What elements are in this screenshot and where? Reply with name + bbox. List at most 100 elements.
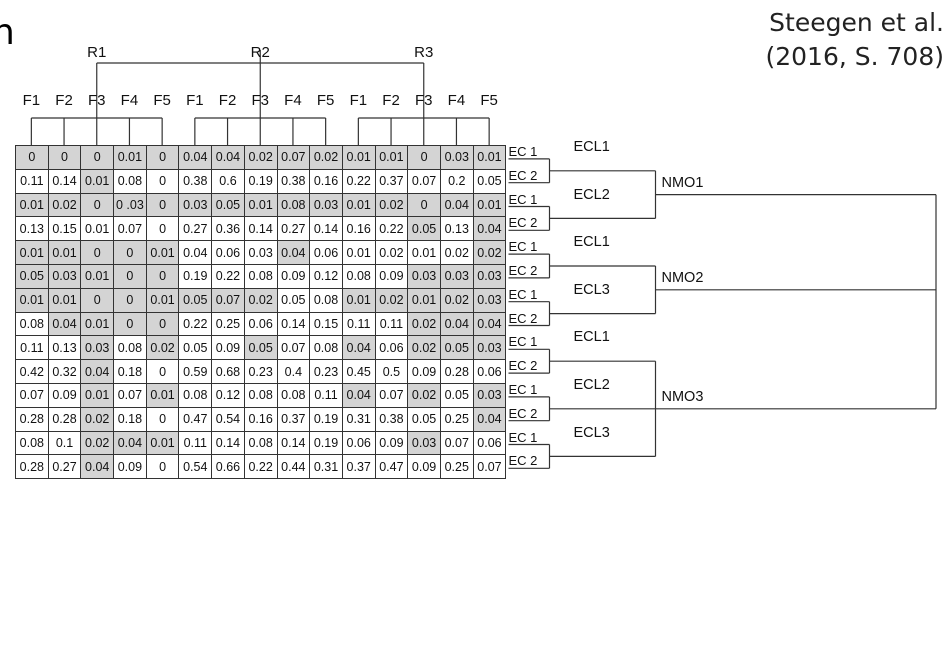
table-cell: 0.18 [113,359,147,384]
table-cell: 0.02 [374,287,409,313]
table-cell: 0.5 [374,359,409,384]
ec-label: EC 1 [508,191,538,207]
table-cell: 0.22 [243,454,278,480]
ec-label: EC 1 [508,334,538,350]
table-cell: 0.07 [113,216,147,242]
table-cell: 0.27 [178,216,213,242]
table-cell: 0.25 [439,406,474,432]
table-cell: 0.37 [276,406,311,432]
table-cell: 0 [80,240,115,265]
table-cell: 0.06 [341,430,376,456]
table-cell: 0.04 [439,192,474,218]
table-cell: 0.09 [211,335,245,361]
column-header: F1 [22,92,41,109]
table-cell: 0.11 [15,168,49,194]
table-cell: 0 [145,359,180,384]
table-cell: 0.54 [211,406,245,432]
table-cell: 0.07 [407,168,441,194]
table-row: 0.13 0.15 0.01 0.07 0 0.27 0.36 0.14 0.27 0.14 0.1… [15,216,507,242]
table-cell: 0.01 [80,263,115,289]
citation-source: (2016, S. 708) [765,42,944,71]
table-cell: 0.47 [178,406,213,432]
table-cell: 0.06 [309,240,343,265]
table-cell: 0.07 [276,145,311,170]
table-cell: 0.08 [113,335,147,361]
table-cell: 0.22 [211,263,245,289]
table-cell: 0.09 [47,382,82,408]
table-cell: 0.03 [439,263,474,289]
table-cell: 0.08 [309,335,343,361]
table-cell: 0.08 [276,382,311,408]
table-cell: 0.14 [276,430,311,456]
table-cell: 0.07 [15,382,49,408]
table-cell: 0.01 [407,240,441,265]
table-cell: 0.01 [472,192,507,218]
table-cell: 0.07 [276,335,311,361]
table-cell: 0.42 [15,359,49,384]
table-cell: 0 [113,287,147,313]
table-cell: 0.22 [341,168,376,194]
table-cell: 0.03 [243,240,278,265]
table-cell: 0 [145,145,180,170]
table-cell: 0.37 [341,454,376,480]
table-cell: 0.28 [15,406,49,432]
table-cell: 0.07 [113,382,147,408]
table-cell: 0.45 [341,359,376,384]
table-cell: 0.01 [113,145,147,170]
column-header: F2 [218,92,237,109]
nmo-label: NMO2 [661,269,704,286]
table-cell: 0.19 [178,263,213,289]
table-cell: 0.31 [309,454,343,480]
table-cell: 0.02 [374,192,409,218]
table-cell: 0 [145,263,180,289]
table-cell: 0.04 [439,311,474,337]
table-cell: 0.38 [178,168,213,194]
table-cell: 0 [145,311,180,337]
table-cell: 0.02 [80,406,115,432]
table-row: 0.08 0.04 0.01 0 0 0.22 0.25 0.06 0.14 0.15 0.11 0.… [15,311,507,337]
column-header: F5 [153,92,171,109]
column-header: F3 [414,92,433,109]
table-cell: 0.19 [243,168,278,194]
table-row: 0.42 0.32 0.04 0.18 0 0.59 0.68 0.23 0.4 0.23 0.45… [15,359,507,384]
table-row: 0.05 0.03 0.01 0 0 0.19 0.22 0.08 0.09 0.12 0.08 0.… [15,263,507,289]
table-cell: 0.32 [47,359,82,384]
table-cell: 0.03 [309,192,343,218]
table-cell: 0.06 [211,240,245,265]
table-cell: 0.13 [47,335,82,361]
table-row: 0.01 0.02 0 0 .03 0 0.03 0.05 0.01 0.08 0.03 0.01 0… [15,192,507,218]
table-cell: 0.14 [243,216,278,242]
ec-label: EC 1 [508,286,538,302]
table-cell: 0.2 [439,168,474,194]
table-cell: 0.03 [407,263,441,289]
table-cell: 0.01 [341,192,376,218]
table-cell: 0.1 [47,430,82,456]
column-header: F3 [251,92,269,109]
table-cell: 0 [145,168,180,194]
table-cell: 0 [145,216,180,242]
group-label: R2 [250,44,270,61]
group-label: R3 [414,44,434,61]
table-cell: 0 [407,145,441,170]
table-row: 0 0 0 0.01 0 0.04 0.04 0.02 0.07 0.02 0.01 0.01 0 0.0… [15,145,507,170]
table-cell: 0 [145,454,180,480]
table-cell: 0.01 [15,287,49,313]
table-cell: 0.03 [472,382,507,408]
table-cell: 0.37 [374,168,409,194]
table-cell: 0.04 [341,382,376,408]
table-row: 0.08 0.1 0.02 0.04 0.01 0.11 0.14 0.08 0.14 0.19 0… [15,430,507,456]
table-cell: 0.05 [211,192,245,218]
table-cell: 0.02 [407,335,441,361]
table-cell: 0.02 [243,287,278,313]
table-cell: 0.05 [439,335,474,361]
table-cell: 0.06 [472,430,507,456]
table-cell: 0 [407,192,441,218]
table-cell: 0.01 [145,240,180,265]
table-cell: 0.08 [243,430,278,456]
table-cell: 0.08 [341,263,376,289]
table-cell: 0.08 [15,311,49,337]
table-cell: 0.02 [309,145,343,170]
table-cell: 0.01 [341,287,376,313]
table-cell: 0 [80,145,115,170]
table-cell: 0.68 [211,359,245,384]
